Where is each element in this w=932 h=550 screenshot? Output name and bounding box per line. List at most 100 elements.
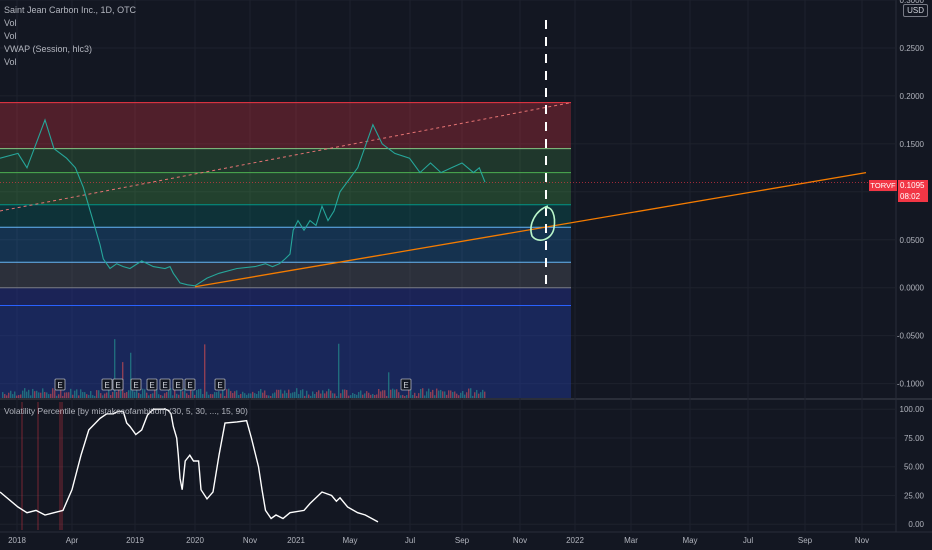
fib-zone [0, 227, 571, 263]
volume-bar [124, 392, 126, 398]
volume-bar [358, 392, 360, 398]
earnings-marker-box [130, 378, 142, 391]
volume-bar [22, 390, 24, 398]
oscillator-title[interactable]: Volatility Percentile [by mistakesofambi… [4, 406, 248, 416]
volume-bar [106, 392, 108, 398]
volume-bar [300, 390, 302, 398]
volume-bar [64, 392, 66, 398]
volume-bar [162, 395, 164, 398]
volume-bar [436, 388, 438, 398]
volume-bar [450, 390, 452, 398]
volume-bar [176, 393, 178, 398]
volume-bar [396, 389, 398, 398]
volume-bar [304, 395, 306, 398]
axes: 2018 Apr 2019 2020 Nov 2021 May Jul Sep Nov 2022 Ma… [8, 0, 924, 545]
volume-bar [168, 388, 170, 398]
volume-bar [336, 395, 338, 398]
symbol-title[interactable]: Saint Jean Carbon Inc., 1D, OTC [4, 5, 137, 15]
volume-bar [194, 394, 196, 398]
volume-bar [134, 391, 136, 398]
volume-bar [108, 388, 110, 398]
volume-bar [226, 389, 228, 398]
volume-bar [62, 395, 64, 398]
volume-bar [130, 352, 132, 398]
volume-bar [348, 395, 350, 398]
volume-bar [88, 394, 90, 398]
volume-bar [100, 393, 102, 398]
volume-bar [212, 394, 214, 398]
volume-bar [148, 395, 150, 398]
volume-bar [128, 390, 130, 398]
x-tick-label: Jul [405, 536, 415, 545]
volume-bar [116, 392, 118, 398]
fib-zone [0, 148, 571, 173]
volume-bar [94, 395, 96, 398]
legend-line-vol-3[interactable]: Vol [4, 57, 17, 67]
volume-bar [380, 391, 382, 398]
x-tick-label: Nov [243, 536, 257, 545]
earnings-marker-label: E [162, 381, 167, 390]
fib-zone-extended [0, 305, 571, 398]
volume-bar [478, 393, 480, 398]
earnings-marker-box [146, 378, 158, 391]
volume-bar [370, 394, 372, 398]
volume-bar [280, 389, 282, 398]
earnings-marker-box [214, 378, 226, 391]
volume-bar [338, 343, 340, 398]
volume-bar [80, 389, 82, 398]
earnings-marker-box [54, 378, 66, 391]
volume-bar [484, 391, 486, 398]
earnings-marker-label: E [175, 381, 180, 390]
earnings-marker-label: E [115, 381, 120, 390]
fib-zone [0, 287, 571, 306]
volume-bar [262, 392, 264, 398]
volume-bar [250, 393, 252, 398]
volume-bar [382, 390, 384, 398]
volume-bar [248, 393, 250, 398]
volume-bar [178, 394, 180, 398]
volume-bar [354, 393, 356, 398]
volume-bar [352, 392, 354, 398]
fib-zone [0, 204, 571, 228]
volume-bar [394, 389, 396, 398]
currency-badge[interactable]: USD [903, 4, 928, 17]
volume-bar [8, 392, 10, 398]
volume-bar [204, 344, 206, 398]
volume-bar [132, 390, 134, 398]
volume-bar [434, 395, 436, 398]
volume-bar [438, 390, 440, 398]
volume-bar [32, 388, 34, 398]
x-tick-label: Nov [513, 536, 527, 545]
volume-bar [318, 390, 320, 398]
volume-bar [366, 391, 368, 398]
volume-bar [420, 389, 422, 398]
volume-bar [446, 394, 448, 398]
legend-line-vol-2[interactable]: Vol [4, 31, 17, 41]
volume-bar [474, 392, 476, 398]
volume-bar [264, 390, 266, 398]
volume-bar [142, 388, 144, 398]
volume-bar [444, 391, 446, 398]
volume-bar [138, 392, 140, 398]
volume-bar [424, 395, 426, 398]
volume-bar [468, 388, 470, 398]
volume-bar [18, 395, 20, 398]
legend-line-vol-1[interactable]: Vol [4, 18, 17, 28]
volume-bar [210, 394, 212, 398]
osc-y-tick-label: 25.00 [904, 491, 925, 500]
volume-bar [50, 393, 52, 398]
volume-bar [448, 390, 450, 398]
y-tick-label: 0.0000 [900, 284, 925, 293]
volume-bar [334, 393, 336, 398]
volume-bar [286, 392, 288, 398]
volume-bar [340, 393, 342, 398]
volume-bar [10, 390, 12, 398]
x-tick-label: 2021 [287, 536, 305, 545]
volume-bar [12, 394, 14, 398]
volume-bar [150, 393, 152, 398]
legend-line-vwap[interactable]: VWAP (Session, hlc3) [4, 44, 93, 54]
volume-bar [422, 388, 424, 398]
volume-bar [270, 395, 272, 398]
